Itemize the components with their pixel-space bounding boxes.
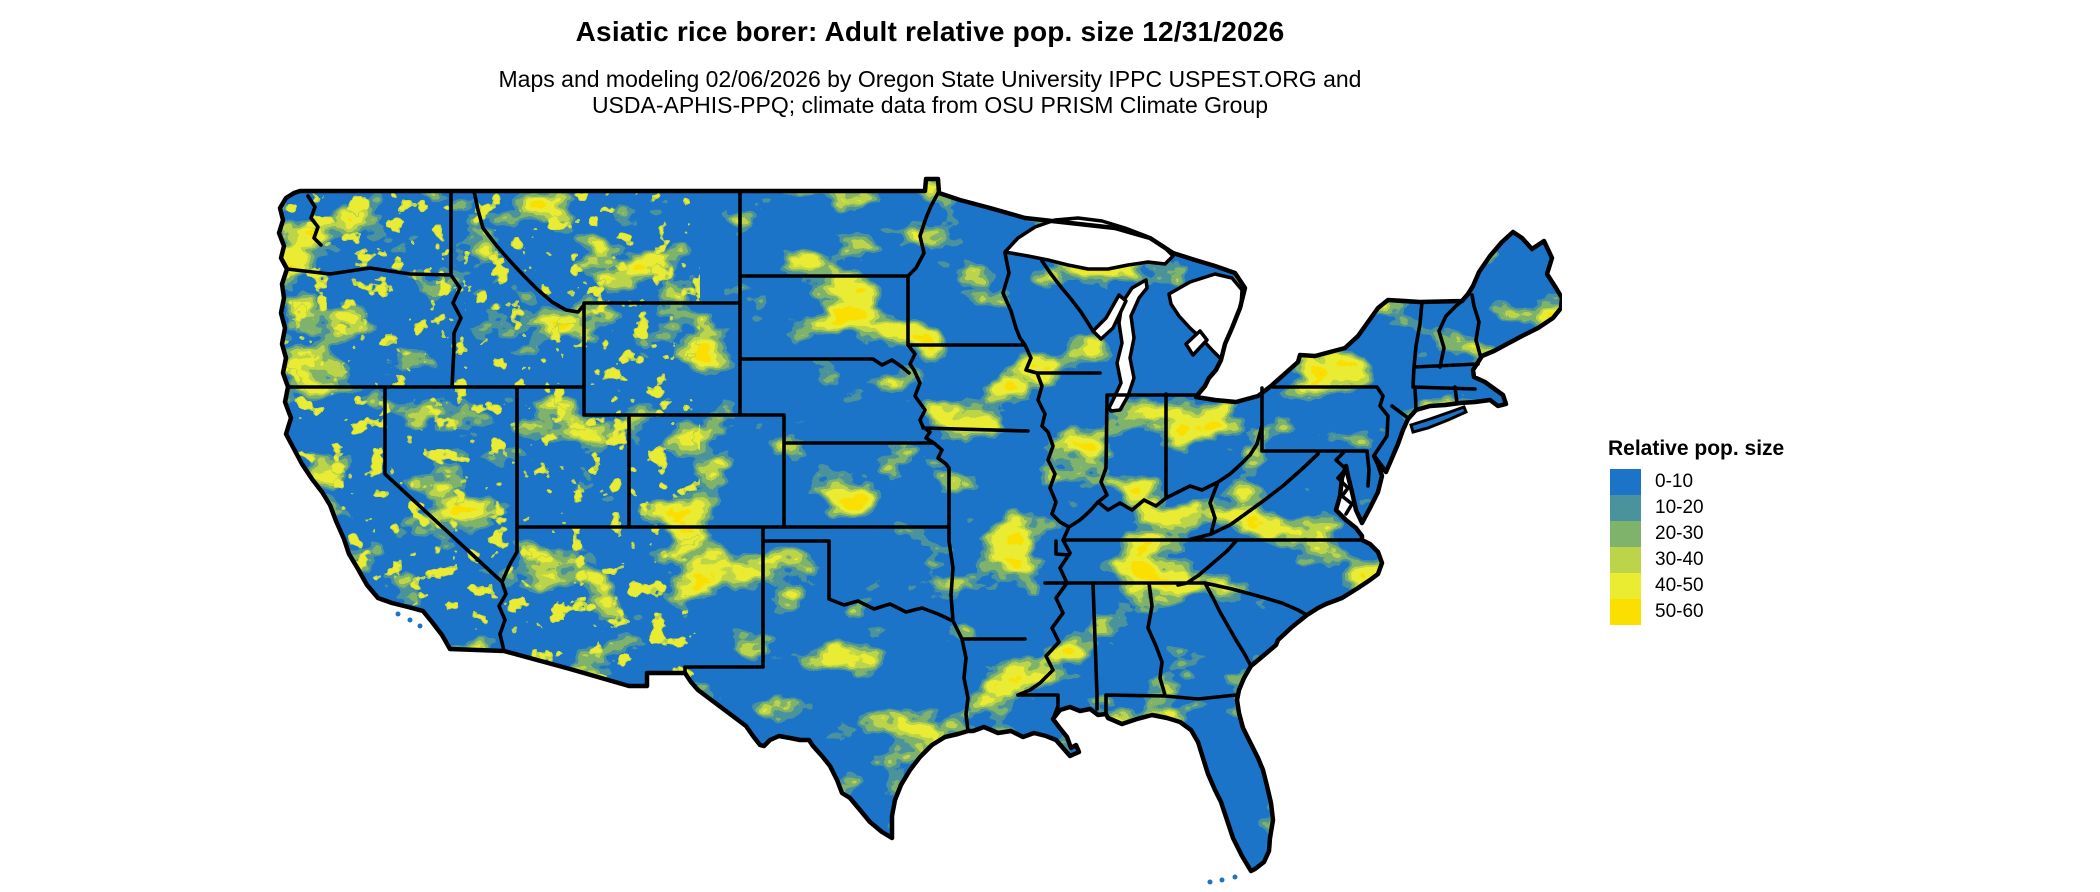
saginaw-bay <box>1184 329 1209 357</box>
us-population-map <box>270 148 1562 892</box>
legend-swatch-40-50 <box>1610 573 1641 599</box>
long-island <box>1409 405 1468 434</box>
legend-row-30-40: 30-40 <box>1598 547 1898 573</box>
legend-label: 30-40 <box>1655 549 1704 570</box>
legend-swatch-30-40 <box>1610 547 1641 573</box>
map-subtitle: Maps and modeling 02/06/2026 by Oregon S… <box>0 66 1860 118</box>
legend-row-10-20: 10-20 <box>1598 495 1898 521</box>
legend-label: 10-20 <box>1655 497 1704 518</box>
us-map-svg <box>270 148 1562 885</box>
legend-swatch-10-20 <box>1610 495 1641 521</box>
legend-swatch-0-10 <box>1610 469 1641 495</box>
lake-michigan <box>1107 278 1149 413</box>
legend-row-50-60: 50-60 <box>1598 599 1898 625</box>
legend-swatch-50-60 <box>1610 599 1641 625</box>
legend-row-0-10: 0-10 <box>1598 469 1898 495</box>
population-raster <box>279 179 1562 871</box>
state-borders <box>285 189 1483 733</box>
legend-rows: 0-10 10-20 20-30 30-40 40-50 50-60 <box>1598 469 1898 625</box>
legend-swatch-20-30 <box>1610 521 1641 547</box>
legend-label: 20-30 <box>1655 523 1704 544</box>
offshore-islands <box>395 611 1238 885</box>
legend-label: 40-50 <box>1655 575 1704 596</box>
map-header: Asiatic rice borer: Adult relative pop. … <box>0 16 1860 118</box>
legend-row-40-50: 40-50 <box>1598 573 1898 599</box>
legend-title: Relative pop. size <box>1608 437 1785 460</box>
map-subtitle-line2: USDA-APHIS-PPQ; climate data from OSU PR… <box>591 92 1269 118</box>
legend-row-20-30: 20-30 <box>1598 521 1898 547</box>
map-legend: Relative pop. size 0-10 10-20 20-30 30-40 40… <box>1598 437 1898 625</box>
map-title: Asiatic rice borer: Adult relative pop. … <box>575 16 1285 47</box>
legend-label: 0-10 <box>1655 471 1694 492</box>
map-subtitle-line1: Maps and modeling 02/06/2026 by Oregon S… <box>498 66 1362 92</box>
green-bay <box>1091 293 1128 341</box>
legend-label: 50-60 <box>1655 601 1704 622</box>
